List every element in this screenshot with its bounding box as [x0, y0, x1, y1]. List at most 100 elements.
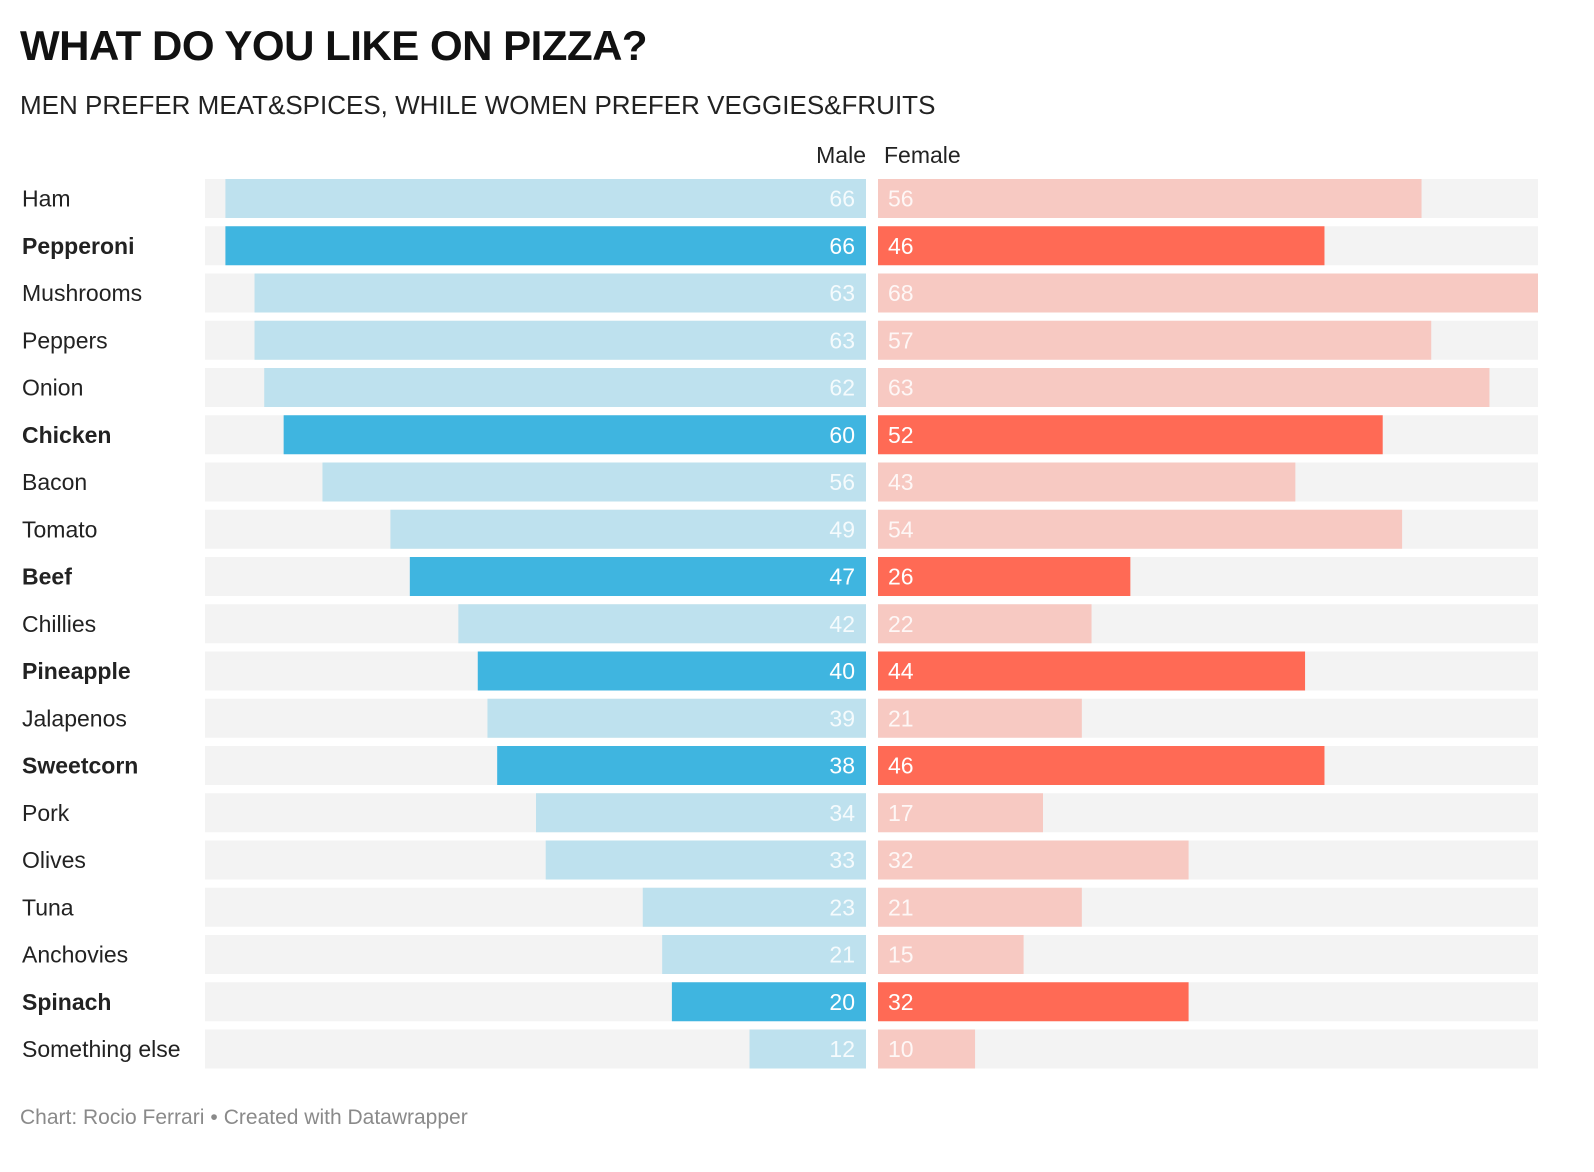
female-bar	[878, 1029, 976, 1069]
male-bar	[225, 226, 867, 266]
male-value-label: 40	[829, 658, 855, 684]
female-bar	[878, 982, 1189, 1022]
male-bar	[254, 273, 866, 313]
female-bar	[878, 226, 1325, 266]
male-bar	[322, 462, 866, 502]
female-value-label: 44	[888, 658, 914, 684]
chart-footer: Chart: Rocio Ferrari • Created with Datawr…	[20, 1106, 468, 1130]
footer-separator: •	[210, 1106, 218, 1129]
male-bar	[671, 982, 866, 1022]
male-value-label: 33	[829, 847, 855, 873]
female-bar	[878, 273, 1538, 313]
female-value-label: 43	[888, 469, 914, 495]
female-value-label: 21	[888, 894, 914, 920]
female-value-label: 15	[888, 942, 914, 968]
chart-credit: Chart: Rocio Ferrari	[20, 1106, 205, 1129]
female-value-label: 56	[888, 186, 914, 212]
female-bar	[878, 746, 1325, 785]
male-value-label: 56	[829, 469, 855, 495]
category-label: Pork	[22, 800, 70, 826]
category-label: Bacon	[22, 469, 87, 495]
female-bar	[878, 604, 1092, 644]
female-value-label: 52	[888, 422, 914, 448]
category-label: Pepperoni	[22, 233, 134, 259]
female-bar	[878, 840, 1189, 880]
category-label: Peppers	[22, 327, 108, 353]
female-bar	[878, 698, 1082, 738]
male-bar	[642, 887, 866, 927]
male-value-label: 34	[829, 800, 855, 826]
chart-subtitle: MEN PREFER MEAT&SPICES, WHILE WOMEN PREF…	[20, 90, 936, 120]
male-bar	[536, 793, 866, 833]
male-bar	[662, 935, 866, 974]
male-bar	[409, 557, 866, 596]
female-bar	[878, 935, 1024, 974]
female-track	[878, 1029, 1538, 1069]
male-value-label: 20	[829, 989, 855, 1015]
female-value-label: 17	[888, 800, 914, 826]
male-bar	[254, 320, 866, 360]
category-label: Jalapenos	[22, 705, 127, 731]
male-bar	[487, 698, 866, 738]
female-value-label: 32	[888, 989, 914, 1015]
male-value-label: 38	[829, 753, 855, 779]
category-label: Sweetcorn	[22, 753, 138, 779]
male-bar	[390, 509, 866, 549]
male-bar	[283, 415, 866, 455]
female-value-label: 22	[888, 611, 914, 637]
female-bar	[878, 509, 1403, 549]
category-label: Olives	[22, 847, 86, 873]
female-bar	[878, 557, 1131, 596]
category-label: Chillies	[22, 611, 96, 637]
male-bar	[264, 368, 866, 407]
female-bar	[878, 651, 1306, 691]
category-label: Spinach	[22, 989, 111, 1015]
male-bar	[458, 604, 866, 644]
category-label: Tomato	[22, 516, 97, 542]
female-column-header: Female	[884, 142, 961, 168]
category-label: Something else	[22, 1036, 181, 1062]
female-bar	[878, 793, 1043, 833]
female-bar	[878, 320, 1432, 360]
female-value-label: 32	[888, 847, 914, 873]
category-label: Beef	[22, 564, 72, 590]
male-value-label: 47	[829, 564, 855, 590]
male-value-label: 63	[829, 280, 855, 306]
category-label: Mushrooms	[22, 280, 142, 306]
female-value-label: 26	[888, 564, 914, 590]
category-label: Anchovies	[22, 942, 128, 968]
chart-title: WHAT DO YOU LIKE ON PIZZA?	[20, 22, 648, 69]
male-value-label: 23	[829, 894, 855, 920]
female-bar	[878, 462, 1296, 502]
male-bar	[497, 746, 866, 785]
category-label: Tuna	[22, 894, 74, 920]
male-value-label: 60	[829, 422, 855, 448]
male-bar	[749, 1029, 866, 1069]
datawrapper-credit: Created with Datawrapper	[223, 1106, 468, 1129]
male-bar	[225, 179, 867, 218]
category-label: Onion	[22, 375, 83, 401]
female-value-label: 68	[888, 280, 914, 306]
category-label: Ham	[22, 186, 71, 212]
male-column-header: Male	[816, 142, 866, 168]
male-value-label: 49	[829, 516, 855, 542]
female-bar	[878, 368, 1490, 407]
female-value-label: 10	[888, 1036, 914, 1062]
female-value-label: 21	[888, 705, 914, 731]
female-value-label: 54	[888, 516, 914, 542]
category-label: Pineapple	[22, 658, 131, 684]
male-bar	[545, 840, 866, 880]
male-bar	[477, 651, 866, 691]
male-value-label: 62	[829, 375, 855, 401]
male-value-label: 66	[829, 233, 855, 259]
male-value-label: 42	[829, 611, 855, 637]
category-label: Chicken	[22, 422, 111, 448]
female-bar	[878, 415, 1383, 455]
male-value-label: 39	[829, 705, 855, 731]
female-bar	[878, 179, 1422, 218]
male-value-label: 12	[829, 1036, 855, 1062]
male-value-label: 63	[829, 327, 855, 353]
female-bar	[878, 887, 1082, 927]
female-value-label: 46	[888, 753, 914, 779]
